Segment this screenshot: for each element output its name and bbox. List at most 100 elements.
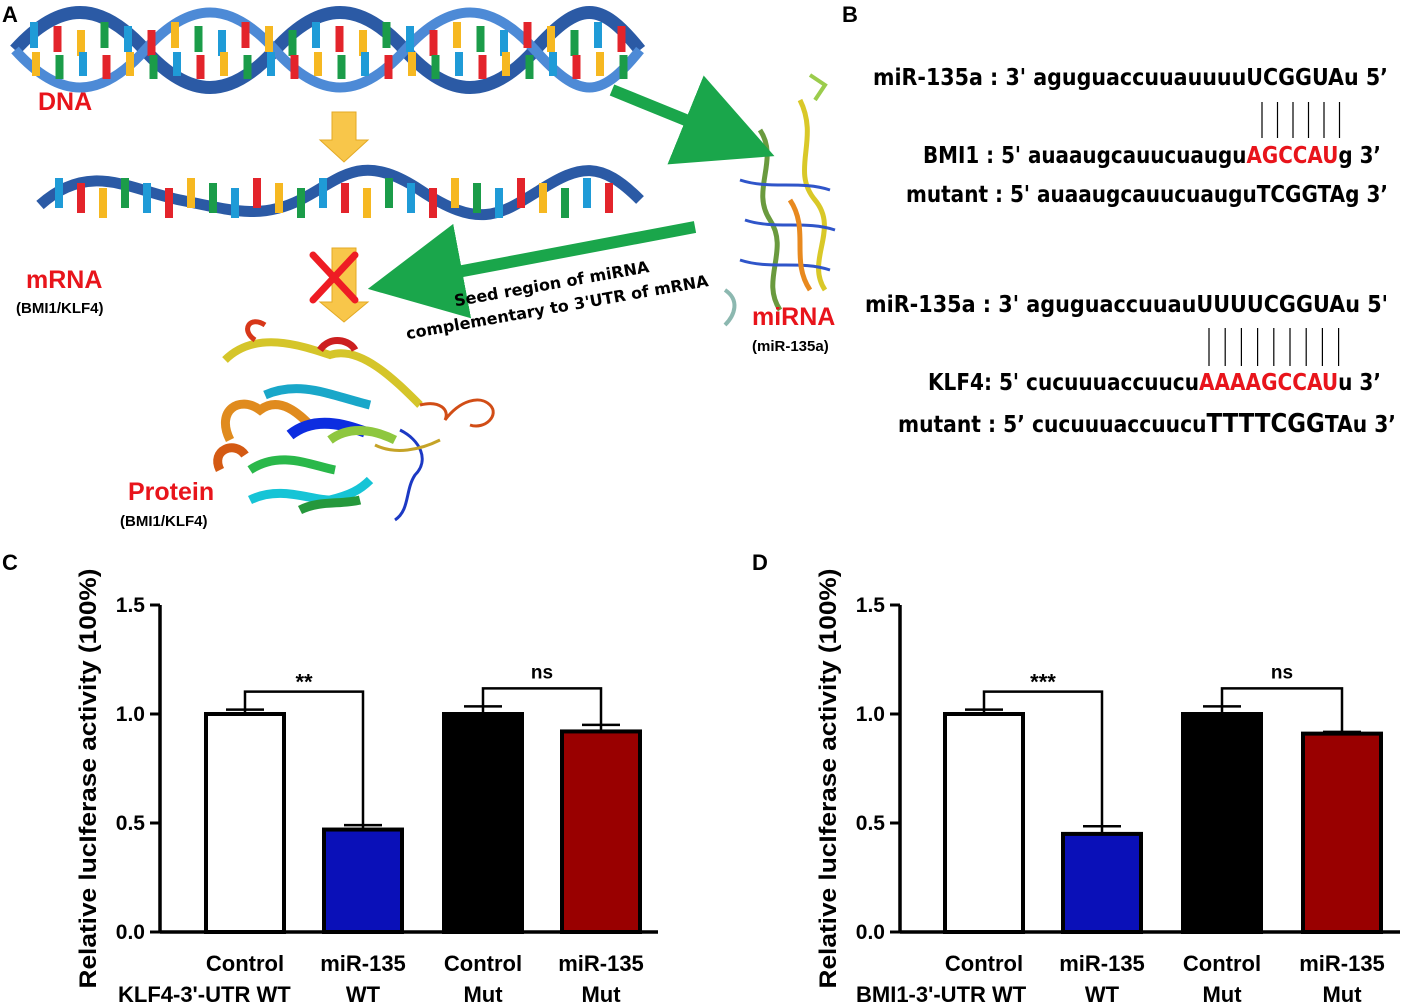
category-label: Control [444, 951, 522, 976]
klf4-seed-site: AAAAGCCAU [1199, 370, 1338, 396]
mrna-base-rung [605, 183, 613, 213]
chart-panel-d: 0.0 0.5 1.0 1.5 Relative lucIferase activity… [815, 569, 1400, 1004]
bar [322, 827, 404, 934]
dna-base-rung [406, 26, 414, 52]
mrna-strand-illustration [36, 164, 644, 221]
mrna-base-rung [275, 183, 283, 213]
dna-base-rung [314, 52, 322, 76]
mrna-base-rung [231, 188, 239, 218]
dna-base-rung [147, 30, 156, 56]
panel-label-c: C [2, 550, 18, 575]
dna-helix-illustration [10, 6, 646, 94]
category-sublabel: Mut [463, 982, 503, 1004]
dna-base-rung [218, 30, 226, 56]
dna-base-rung [335, 26, 344, 52]
mrna-base-rung [77, 183, 85, 213]
dna-base-rung [124, 26, 132, 52]
dna-base-rung [220, 52, 228, 76]
dna-base-rung [196, 55, 205, 79]
dna-base-rung [55, 55, 64, 79]
category-label: miR-135 [558, 951, 644, 976]
bar [442, 712, 524, 934]
significance-bracket [1220, 687, 1344, 732]
y-tick-label: 1.5 [856, 594, 886, 617]
significance-bracket [243, 690, 365, 826]
category-sublabel: Mut [1202, 982, 1242, 1004]
category-sublabel: WT [346, 982, 381, 1004]
dna-base-rung [77, 30, 85, 56]
mrna-base-rung [165, 188, 173, 218]
group-label: BMI1-3'-UTR WT [856, 982, 1027, 1004]
dna-base-rung [570, 30, 579, 56]
bar [204, 712, 286, 934]
mrna-base-rung [55, 178, 63, 208]
group-label: KLF4-3'-UTR WT [118, 982, 291, 1004]
mrna-base-rung [297, 188, 305, 218]
mrna-base-rung [99, 188, 107, 218]
bar [1181, 712, 1263, 934]
dna-base-rung [149, 55, 158, 79]
mrna-base-rung [385, 178, 393, 208]
mrna-base-rung [429, 188, 437, 218]
dna-base-rung [100, 22, 109, 48]
dna-base-rung [549, 52, 557, 76]
dna-base-rung [455, 52, 463, 76]
significance-label: ns [1271, 662, 1293, 683]
significance-bracket [481, 687, 603, 725]
dna-base-rung [267, 52, 275, 76]
category-label: Control [1183, 951, 1261, 976]
mrna-base-rung [121, 178, 129, 208]
category-label: miR-135 [320, 951, 406, 976]
dna-base-rung [243, 55, 252, 79]
dna-base-rung [102, 55, 111, 79]
category-sublabel: Mut [581, 982, 621, 1004]
dna-base-rung [500, 30, 508, 56]
bmi1-mir-sequence: miR-135a : 3' aguguaccuuauuuuUCGGUAu 5’ [873, 65, 1388, 91]
dna-base-rung [241, 22, 250, 48]
klf4-mutant-sequence: mutant : 5’ cucuuuaccuucuTTTTCGGTAu 3’ [898, 409, 1396, 439]
dna-base-rung [359, 30, 367, 56]
mirna-label: miRNA [752, 303, 835, 331]
significance-bracket [982, 690, 1104, 827]
significance-label: ns [531, 662, 553, 683]
protein-label: Protein [128, 478, 214, 506]
mrna-base-rung [539, 183, 547, 213]
dna-base-rung [408, 52, 416, 76]
blocked-translation-arrow [309, 247, 370, 323]
mirna-structure-illustration [723, 73, 836, 327]
bmi1-seed-site: AGCCAU [1246, 143, 1338, 169]
bar [1061, 831, 1143, 935]
mrna-base-rung [495, 188, 503, 218]
dna-base-rung [525, 55, 534, 79]
mrna-base-rung [143, 183, 151, 213]
mrna-base-rung [319, 178, 327, 208]
dna-base-rung [547, 26, 555, 52]
dna-base-rung [453, 22, 461, 48]
dna-base-rung [384, 55, 393, 79]
y-tick-label: 0.5 [116, 812, 146, 835]
category-label: Control [945, 951, 1023, 976]
dna-base-rung [171, 22, 179, 48]
dna-base-rung [523, 22, 532, 48]
mrna-base-rung [363, 188, 371, 218]
dna-base-rung [619, 55, 628, 79]
dna-base-rung [173, 52, 181, 76]
green-arrow-to-mrna [367, 221, 697, 319]
y-axis-label: Relative lucIferase activity (100%) [815, 569, 842, 989]
klf4-sequence-group: miR-135a : 3' aguguaccuuauUUUUCGGUAu 5' … [865, 292, 1396, 439]
bar [943, 712, 1025, 934]
y-tick-label: 0.0 [116, 921, 145, 944]
mrna-base-rung [561, 188, 569, 218]
bmi1-mutant-sequence: mutant : 5' auaaugcauucuauguTCGGTAg 3’ [906, 182, 1388, 208]
dna-base-rung [288, 30, 297, 56]
category-sublabel: Mut [1322, 982, 1362, 1004]
panel-label-d: D [752, 550, 768, 575]
chart-panel-c: 0.0 0.5 1.0 1.5 Relative lucIferase activity… [75, 569, 658, 1004]
bar [1301, 731, 1383, 934]
mrna-base-rung [187, 178, 195, 208]
category-label: miR-135 [1299, 951, 1385, 976]
dna-base-rung [502, 52, 510, 76]
protein-sub-label: (BMI1/KLF4) [120, 513, 208, 530]
dna-base-rung [312, 22, 320, 48]
